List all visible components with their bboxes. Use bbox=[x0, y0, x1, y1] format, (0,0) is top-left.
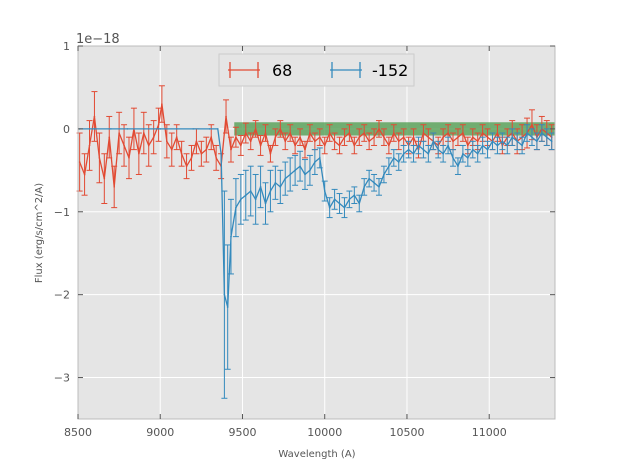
y-tick-label: −3 bbox=[54, 372, 70, 385]
x-tick-label: 10000 bbox=[307, 426, 342, 439]
series-line bbox=[79, 128, 553, 308]
plot-area bbox=[76, 45, 556, 420]
plot-background bbox=[78, 46, 555, 419]
y-axis-label: Flux (erg/s/cm^2/A) bbox=[34, 183, 45, 283]
y-tick-label: 1 bbox=[63, 40, 70, 53]
y-tick-label: 0 bbox=[63, 123, 70, 136]
y-offset-label: 1e−18 bbox=[76, 32, 120, 47]
plot-frame bbox=[77, 45, 556, 420]
x-tick-label: 11000 bbox=[472, 426, 507, 439]
series-line bbox=[78, 103, 553, 187]
y-tick-label: −2 bbox=[54, 289, 70, 302]
shaded-band bbox=[234, 122, 556, 136]
band-rect bbox=[234, 122, 556, 136]
x-tick-label: 9000 bbox=[146, 426, 174, 439]
legend-label-68: 68 bbox=[272, 61, 292, 80]
axis-ticks: 8500 9000 9500 10000 10500 11000 1 0 −1 −2 −3 bbox=[54, 40, 555, 439]
series-1 bbox=[78, 124, 555, 399]
legend-label-152: -152 bbox=[372, 61, 408, 80]
x-tick-label: 9500 bbox=[228, 426, 256, 439]
series-group bbox=[76, 85, 555, 399]
x-tick-label: 10500 bbox=[389, 426, 424, 439]
legend: 68 -152 bbox=[218, 53, 415, 87]
x-axis-label: Wavelength (A) bbox=[278, 449, 355, 460]
y-tick-label: −1 bbox=[54, 206, 70, 219]
x-tick-label: 8500 bbox=[64, 426, 92, 439]
legend-marks bbox=[228, 62, 362, 78]
